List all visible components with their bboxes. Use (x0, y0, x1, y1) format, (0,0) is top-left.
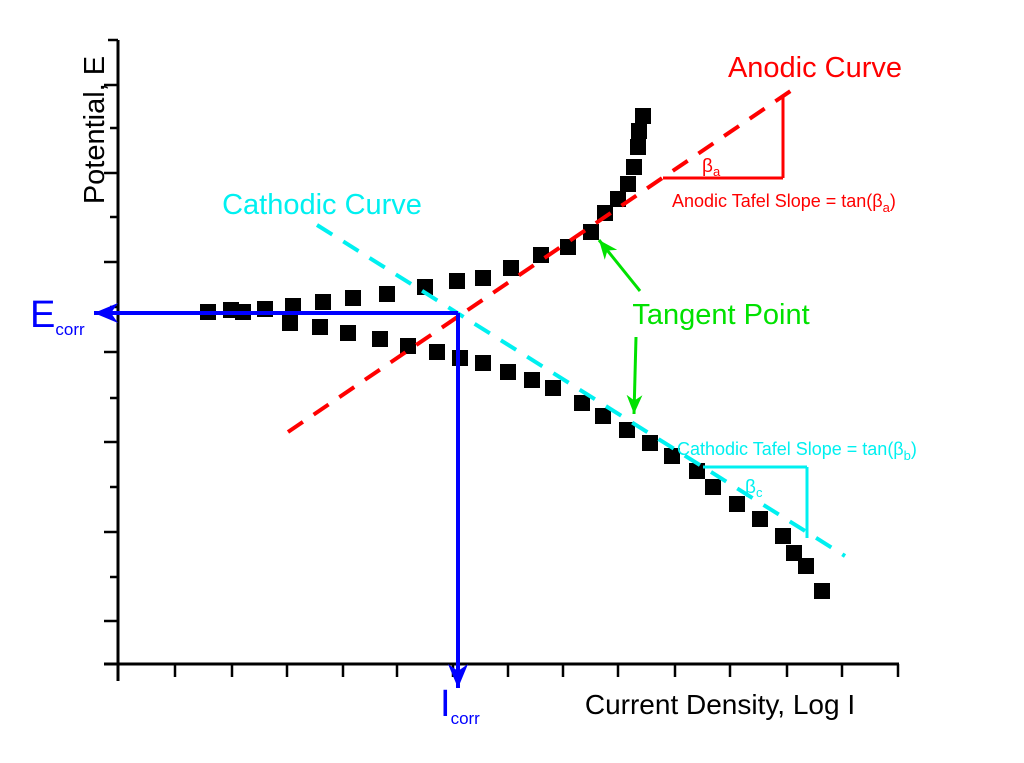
cathodic-branch-data-point (729, 496, 745, 512)
tangent-point-arrows (597, 239, 643, 415)
cathodic-branch-data-point (814, 583, 830, 599)
anodic-branch-data-point (583, 224, 599, 240)
cathodic-tafel-tangent (315, 223, 847, 558)
cathodic-branch-data-point (574, 395, 590, 411)
corrosion-reference-arrows (94, 303, 468, 688)
anodic-branch-data-point (503, 260, 519, 276)
beta-c-label: βc (745, 477, 763, 500)
cathodic-tafel-slope-label: Cathodic Tafel Slope = tan(βb) (677, 439, 917, 463)
beta-a-label: βa (702, 156, 721, 179)
anodic-tafel-slope-label: Anodic Tafel Slope = tan(βa) (672, 191, 896, 215)
cathodic-branch-data-point (786, 545, 802, 561)
anodic-branch-data-point (475, 270, 491, 286)
y-axis-title: Potential, E (79, 56, 111, 204)
axes (104, 38, 900, 681)
cathodic-branch-data-point (775, 528, 791, 544)
tangent-arrow-cathodic (626, 336, 643, 415)
cathodic-branch-data-point (619, 422, 635, 438)
cathodic-curve-label: Cathodic Curve (222, 189, 422, 221)
cathodic-branch-data-point (372, 331, 388, 347)
cathodic-branch-data-point (400, 338, 416, 354)
anodic-branch-data-point (379, 286, 395, 302)
anodic-branch-data-point (626, 159, 642, 175)
cathodic-branch-data-point (689, 463, 705, 479)
slope-angle-triangles (663, 95, 809, 538)
cathodic-branch-data-point (500, 364, 516, 380)
tangent-point-label: Tangent Point (632, 299, 809, 331)
anodic-branch-data-point (560, 239, 576, 255)
cathodic-branch-data-point (798, 558, 814, 574)
anodic-branch-data-point (417, 279, 433, 295)
cathodic-branch-data-point (282, 315, 298, 331)
anodic-branch-data-point (315, 294, 331, 310)
icorr-label: Icorr (440, 683, 480, 728)
cathodic-branch-data-point (595, 408, 611, 424)
anodic-branch-data-point (285, 298, 301, 314)
cathodic-branch-data-point (475, 355, 491, 371)
anodic-curve-label: Anodic Curve (728, 52, 902, 84)
cathodic-branch-data-point (429, 344, 445, 360)
cathodic-branch-data-point (545, 380, 561, 396)
anodic-branch-data-point (449, 273, 465, 289)
cathodic-branch-data-point (752, 511, 768, 527)
cathodic-branch-data-point (312, 319, 328, 335)
cathodic-branch-data-point (705, 479, 721, 495)
ecorr-label: Ecorr (30, 294, 85, 339)
anodic-tafel-tangent (286, 88, 794, 434)
anodic-branch-data-point (631, 123, 647, 139)
tangent-arrow-anodic (597, 239, 642, 292)
anodic-branch-data-point (630, 139, 646, 155)
anodic-branch-data-point (597, 205, 613, 221)
tangent-lines (286, 88, 847, 558)
cathodic-branch-data-point (524, 372, 540, 388)
anodic-branch-data-point (533, 247, 549, 263)
anodic-branch-data-point (620, 176, 636, 192)
cathodic-branch-data-point (642, 435, 658, 451)
axis-ticks (104, 38, 900, 677)
data-points (200, 108, 830, 599)
x-axis-title: Current Density, Log I (585, 689, 855, 720)
cathodic-branch-data-point (340, 325, 356, 341)
anodic-branch-data-point (635, 108, 651, 124)
cathodic-branch-data-point (664, 448, 680, 464)
anodic-branch-data-point (345, 290, 361, 306)
